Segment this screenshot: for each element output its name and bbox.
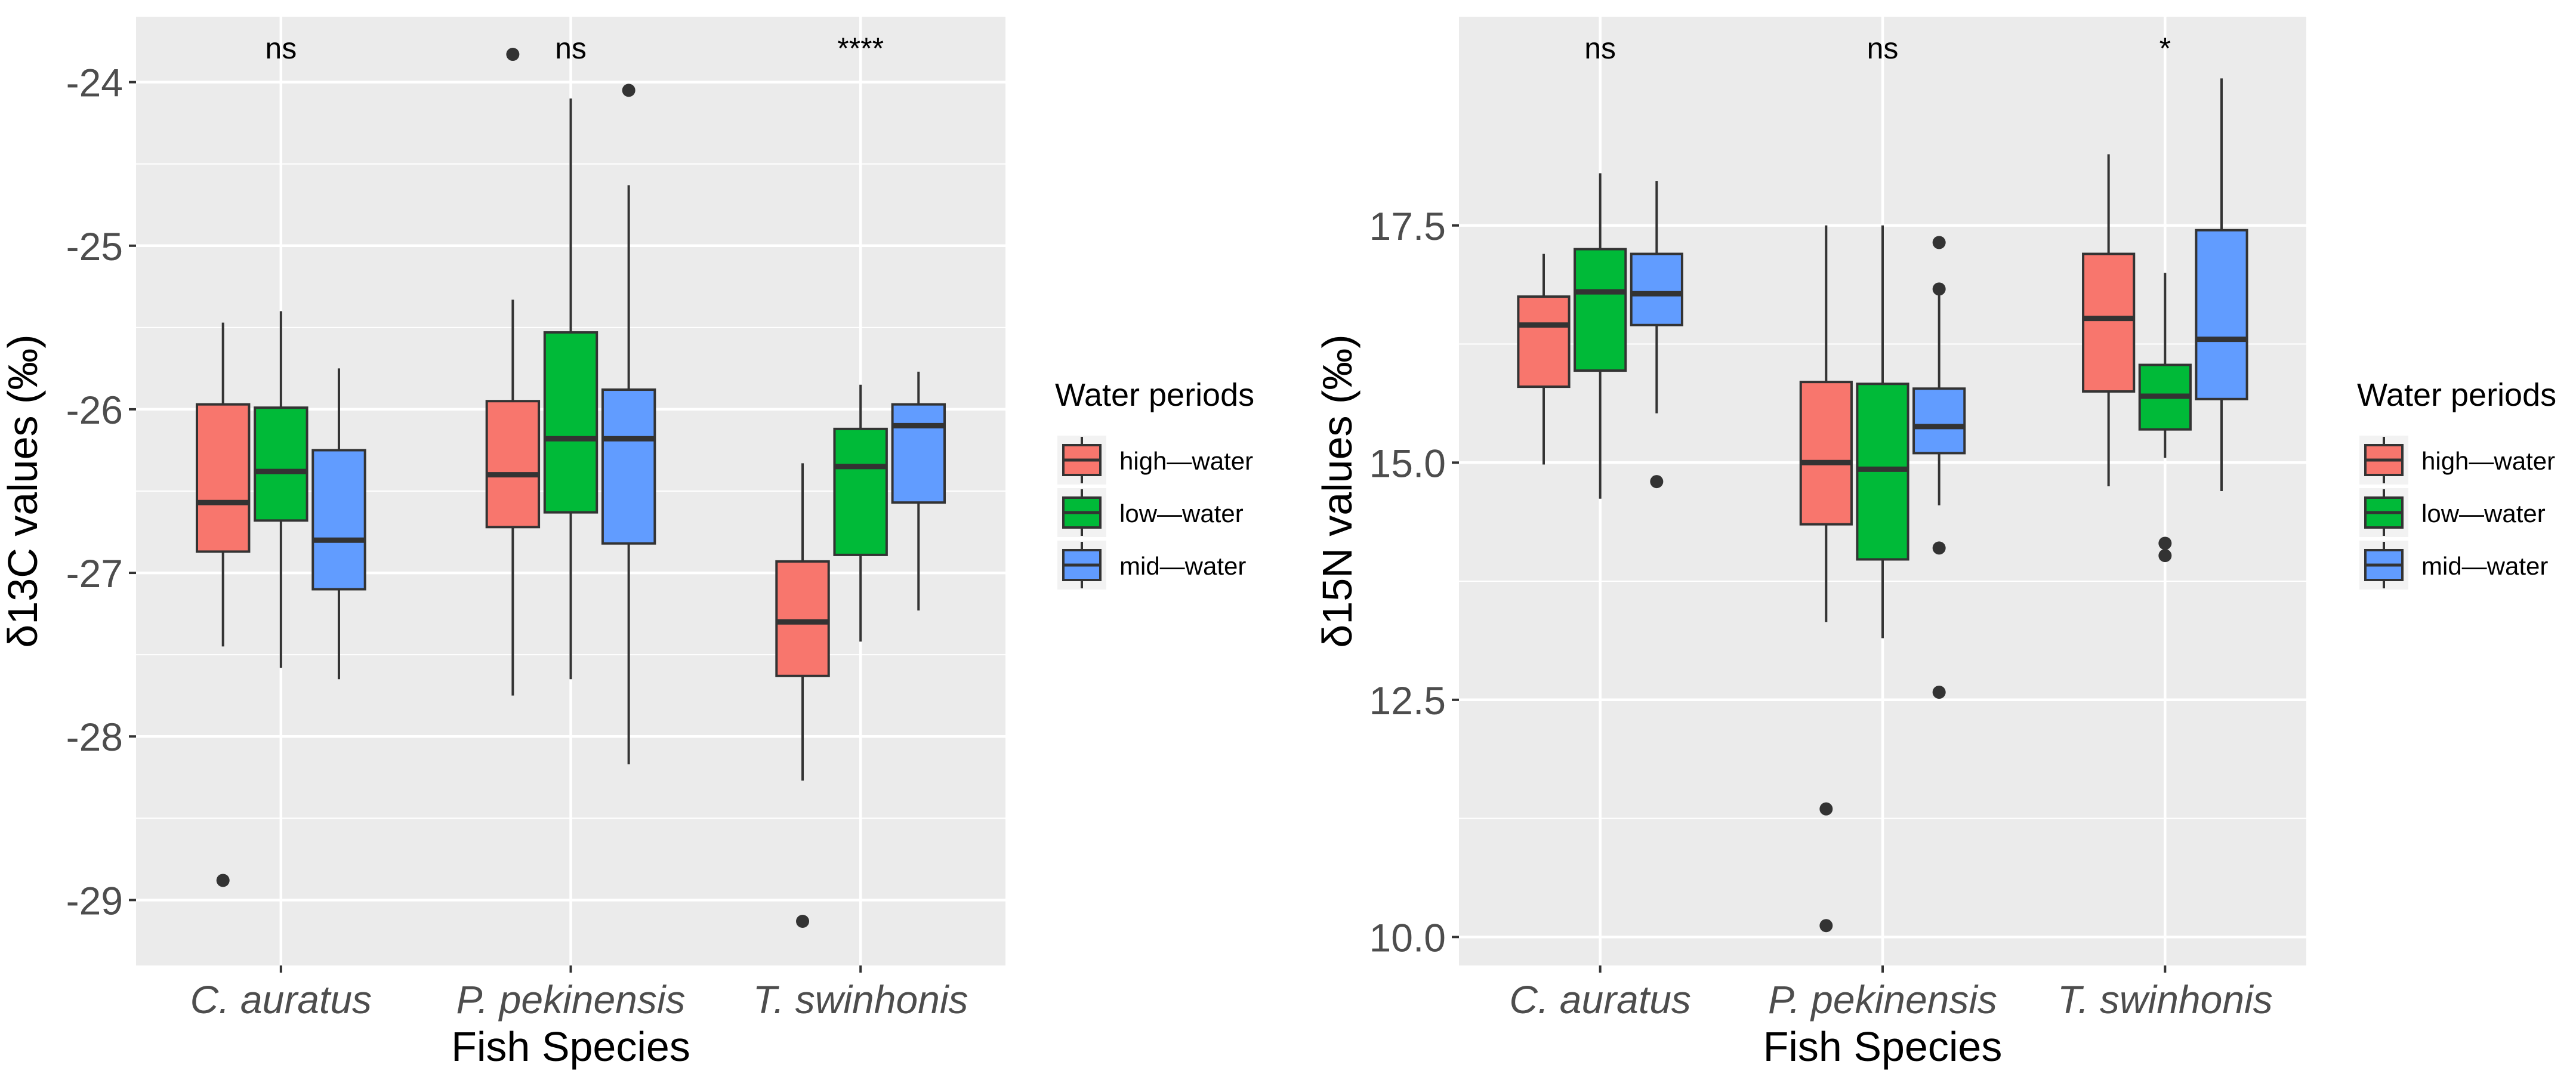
x-tick-label: C. auratus	[190, 977, 372, 1022]
outlier-point	[1932, 541, 1946, 555]
legend-label: mid—water	[1119, 552, 1246, 580]
box-iqr	[543, 331, 599, 514]
y-tick-label: 12.5	[1369, 678, 1446, 723]
box-iqr	[1912, 387, 1966, 455]
y-tick-label: -26	[66, 388, 123, 432]
legend-label: low—water	[2421, 499, 2546, 527]
y-tick-label: -29	[66, 878, 123, 923]
y-tick-label: -25	[66, 224, 123, 269]
x-tick-label: P. pekinensis	[1768, 977, 1997, 1022]
x-tick-label: T. swinhonis	[2057, 977, 2273, 1022]
y-tick-label: 15.0	[1369, 441, 1446, 485]
outlier-point	[1650, 475, 1664, 489]
y-tick-label: 10.0	[1369, 915, 1446, 959]
y-tick-label: 17.5	[1369, 204, 1446, 248]
outlier-point	[1932, 686, 1946, 699]
box-iqr	[833, 427, 888, 556]
outlier-point	[1932, 282, 1946, 296]
outlier-point	[622, 84, 635, 97]
legend-label: mid—water	[2421, 552, 2548, 580]
y-axis-title: δ13C values (‰)	[0, 334, 46, 647]
box-iqr	[485, 400, 541, 529]
significance-label: ****	[837, 32, 884, 65]
significance-label: ns	[555, 32, 587, 65]
box-iqr	[775, 560, 830, 677]
legend-title: Water periods	[2357, 377, 2556, 413]
box-iqr	[891, 403, 946, 504]
legend-title: Water periods	[1055, 377, 1254, 413]
x-tick-label: T. swinhonis	[753, 977, 968, 1022]
y-tick-label: -27	[66, 551, 123, 596]
outlier-point	[2158, 536, 2172, 550]
outlier-point	[216, 874, 230, 887]
significance-label: ns	[265, 32, 297, 65]
outlier-point	[506, 48, 520, 61]
y-axis-title: δ15N values (‰)	[1314, 334, 1361, 647]
outlier-point	[2158, 549, 2172, 563]
chart-d13c: -24 -25 -26 -27 -28 -29 C. auratus P. pekinensi…	[0, 17, 1254, 1070]
outlier-point	[796, 914, 810, 928]
y-tick-label: -24	[66, 61, 123, 105]
box-iqr	[1799, 381, 1853, 526]
legend-label: high—water	[2421, 447, 2555, 475]
x-axis-title: Fish Species	[1763, 1023, 2003, 1070]
box-iqr	[1517, 295, 1571, 388]
outlier-point	[1819, 802, 1833, 816]
box-iqr	[1574, 248, 1627, 372]
box-iqr	[254, 406, 308, 522]
box-iqr	[311, 449, 366, 591]
box-iqr	[2082, 252, 2136, 393]
significance-label: ns	[1867, 32, 1899, 65]
box-iqr	[2195, 229, 2248, 400]
box-iqr	[601, 388, 656, 545]
x-tick-label: P. pekinensis	[456, 977, 685, 1022]
chart-d15n: 17.5 15.0 12.5 10.0 C. auratus P. pekinensis T…	[1314, 17, 2556, 1070]
outlier-point	[1819, 919, 1833, 933]
legend-label: low—water	[1119, 499, 1244, 527]
box-iqr	[1630, 252, 1683, 326]
x-axis-title: Fish Species	[451, 1023, 690, 1070]
legend-label: high—water	[1119, 447, 1253, 475]
x-tick-label: C. auratus	[1509, 977, 1690, 1022]
significance-label: *	[2159, 32, 2171, 65]
outlier-point	[1932, 236, 1946, 249]
significance-label: ns	[1584, 32, 1616, 65]
y-tick-label: -28	[66, 715, 123, 759]
box-iqr	[195, 403, 251, 553]
